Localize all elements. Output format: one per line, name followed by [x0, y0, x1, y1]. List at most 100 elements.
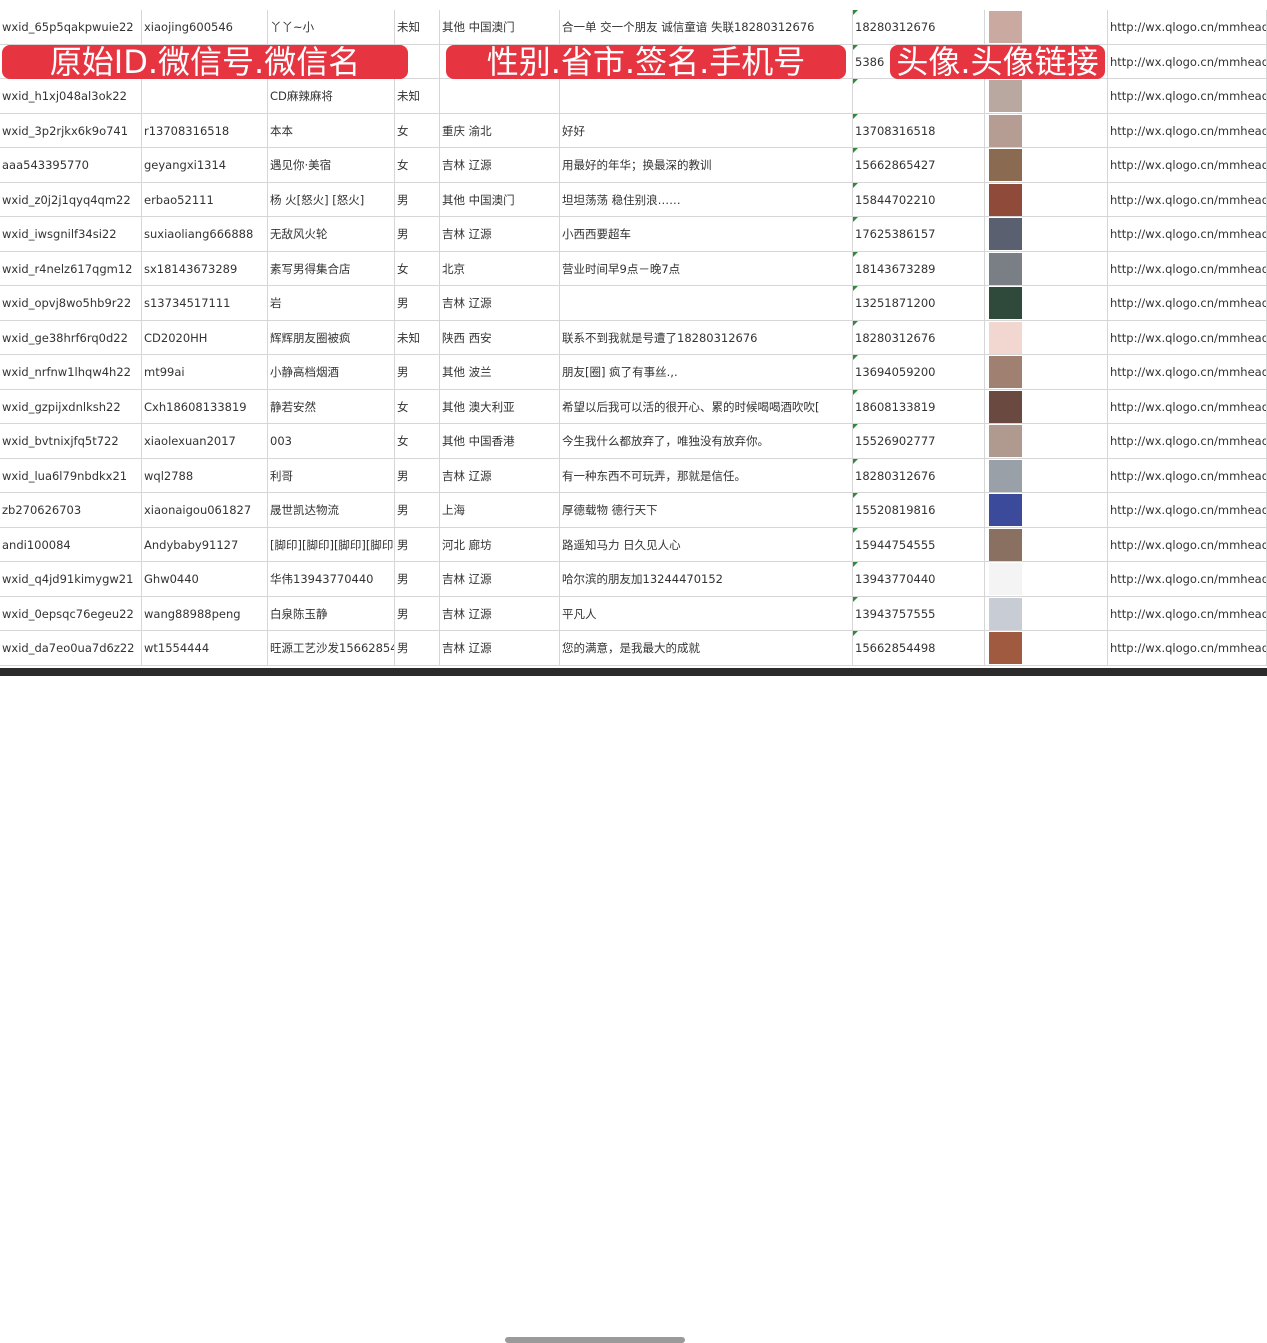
- cell-signature[interactable]: 用最好的年华；换最深的教训: [560, 148, 853, 182]
- cell-region[interactable]: 陕西 西安: [440, 320, 560, 354]
- cell-wechat-id[interactable]: wt1554444: [142, 631, 268, 665]
- cell-phone[interactable]: 18280312676: [853, 458, 985, 492]
- cell-avatar-link[interactable]: http://wx.qlogo.cn/mmhead: [1108, 217, 1267, 251]
- cell-original-id[interactable]: wxid_z0j2j1qyq4qm22: [0, 182, 142, 216]
- cell-avatar-link[interactable]: http://wx.qlogo.cn/mmhead: [1108, 596, 1267, 630]
- cell-wechat-name[interactable]: 岩: [268, 286, 395, 320]
- cell-signature[interactable]: 营业时间早9点－晚7点: [560, 251, 853, 285]
- cell-gender[interactable]: [395, 44, 440, 78]
- cell-original-id[interactable]: wxid_gzpijxdnlksh22: [0, 389, 142, 423]
- cell-avatar-link[interactable]: http://wx.qlogo.cn/mmhead: [1108, 320, 1267, 354]
- cell-wechat-name[interactable]: 晟世凯达物流: [268, 493, 395, 527]
- cell-signature[interactable]: 哈尔滨的朋友加13244470152: [560, 562, 853, 596]
- cell-avatar[interactable]: [985, 458, 1108, 492]
- cell-phone[interactable]: 13694059200: [853, 355, 985, 389]
- cell-avatar-link[interactable]: http://wx.qlogo.cn/mmhead: [1108, 631, 1267, 665]
- cell-signature[interactable]: 您的满意，是我最大的成就: [560, 631, 853, 665]
- cell-wechat-id[interactable]: s13734517111: [142, 286, 268, 320]
- cell-wechat-id[interactable]: mt99ai: [142, 355, 268, 389]
- cell-wechat-id[interactable]: Ghw0440: [142, 562, 268, 596]
- cell-region[interactable]: 其他 中国澳门: [440, 10, 560, 44]
- cell-wechat-name[interactable]: 华伟13943770440: [268, 562, 395, 596]
- cell-wechat-id[interactable]: sx18143673289: [142, 251, 268, 285]
- cell-avatar[interactable]: [985, 596, 1108, 630]
- cell-wechat-id[interactable]: CD2020HH: [142, 320, 268, 354]
- cell-gender[interactable]: 男: [395, 562, 440, 596]
- cell-gender[interactable]: 女: [395, 389, 440, 423]
- cell-wechat-id[interactable]: xiaojing600546: [142, 10, 268, 44]
- cell-original-id[interactable]: wxid_q4jd91kimygw21: [0, 562, 142, 596]
- cell-region[interactable]: 重庆 渝北: [440, 113, 560, 147]
- cell-avatar[interactable]: [985, 10, 1108, 44]
- cell-original-id[interactable]: wxid_bvtnixjfq5t722: [0, 424, 142, 458]
- cell-signature[interactable]: 坦坦荡荡 稳住别浪……: [560, 182, 853, 216]
- cell-avatar[interactable]: [985, 286, 1108, 320]
- cell-signature[interactable]: 联系不到我就是号遭了18280312676: [560, 320, 853, 354]
- cell-wechat-name[interactable]: CD麻辣麻将: [268, 79, 395, 113]
- cell-phone[interactable]: 13708316518: [853, 113, 985, 147]
- scrollbar-thumb[interactable]: [505, 1337, 685, 1343]
- cell-region[interactable]: 上海: [440, 493, 560, 527]
- cell-gender[interactable]: 男: [395, 596, 440, 630]
- cell-wechat-id[interactable]: r13708316518: [142, 113, 268, 147]
- cell-original-id[interactable]: wxid_h1xj048al3ok22: [0, 79, 142, 113]
- cell-signature[interactable]: 小西西要超车: [560, 217, 853, 251]
- cell-original-id[interactable]: wxid_nrfnw1lhqw4h22: [0, 355, 142, 389]
- cell-avatar-link[interactable]: http://wx.qlogo.cn/mmhead: [1108, 458, 1267, 492]
- cell-region[interactable]: 其他 中国澳门: [440, 182, 560, 216]
- cell-gender[interactable]: 男: [395, 458, 440, 492]
- cell-gender[interactable]: 未知: [395, 320, 440, 354]
- cell-signature[interactable]: 合一单 交一个朋友 诚信童谙 失联18280312676: [560, 10, 853, 44]
- cell-wechat-id[interactable]: geyangxi1314: [142, 148, 268, 182]
- cell-phone[interactable]: 18608133819: [853, 389, 985, 423]
- cell-region[interactable]: 其他 中国香港: [440, 424, 560, 458]
- cell-avatar[interactable]: [985, 493, 1108, 527]
- cell-wechat-id[interactable]: erbao52111: [142, 182, 268, 216]
- cell-region[interactable]: 吉林 辽源: [440, 286, 560, 320]
- cell-wechat-name[interactable]: 旺源工艺沙发15662854: [268, 631, 395, 665]
- cell-gender[interactable]: 男: [395, 286, 440, 320]
- cell-avatar-link[interactable]: http://wx.qlogo.cn/mmhead: [1108, 148, 1267, 182]
- cell-signature[interactable]: 路遥知马力 日久见人心: [560, 527, 853, 561]
- cell-wechat-name[interactable]: 辉辉朋友圈被疯: [268, 320, 395, 354]
- cell-avatar-link[interactable]: http://wx.qlogo.cn/mmhead: [1108, 79, 1267, 113]
- cell-wechat-name[interactable]: 本本: [268, 113, 395, 147]
- cell-avatar-link[interactable]: http://wx.qlogo.cn/mmhead: [1108, 44, 1267, 78]
- cell-wechat-id[interactable]: Cxh18608133819: [142, 389, 268, 423]
- cell-avatar-link[interactable]: http://wx.qlogo.cn/mmhead: [1108, 493, 1267, 527]
- cell-wechat-name[interactable]: 无敌风火轮: [268, 217, 395, 251]
- cell-avatar-link[interactable]: http://wx.qlogo.cn/mmhead: [1108, 355, 1267, 389]
- cell-original-id[interactable]: andi100084: [0, 527, 142, 561]
- cell-signature[interactable]: 希望以后我可以活的很开心、累的时候喝喝酒吹吹[: [560, 389, 853, 423]
- cell-gender[interactable]: 男: [395, 217, 440, 251]
- cell-gender[interactable]: 女: [395, 251, 440, 285]
- cell-wechat-name[interactable]: 003: [268, 424, 395, 458]
- cell-phone[interactable]: 15526902777: [853, 424, 985, 458]
- cell-avatar[interactable]: [985, 631, 1108, 665]
- cell-phone[interactable]: 15944754555: [853, 527, 985, 561]
- cell-gender[interactable]: 男: [395, 182, 440, 216]
- cell-phone[interactable]: 15520819816: [853, 493, 985, 527]
- cell-signature[interactable]: [560, 44, 853, 78]
- horizontal-scrollbar[interactable]: [0, 668, 1267, 1343]
- cell-region[interactable]: [440, 79, 560, 113]
- cell-wechat-name[interactable]: 杨 火[怒火] [怒火]: [268, 182, 395, 216]
- cell-avatar[interactable]: [985, 389, 1108, 423]
- cell-wechat-name[interactable]: 小静高档烟酒: [268, 355, 395, 389]
- cell-phone[interactable]: 18280312676: [853, 320, 985, 354]
- cell-gender[interactable]: 男: [395, 527, 440, 561]
- cell-gender[interactable]: 男: [395, 493, 440, 527]
- cell-wechat-id[interactable]: wql2788: [142, 458, 268, 492]
- cell-phone[interactable]: 13943757555: [853, 596, 985, 630]
- cell-wechat-name[interactable]: 白泉陈玉静: [268, 596, 395, 630]
- cell-avatar-link[interactable]: http://wx.qlogo.cn/mmhead: [1108, 389, 1267, 423]
- cell-original-id[interactable]: wxid_0epsqc76egeu22: [0, 596, 142, 630]
- cell-avatar-link[interactable]: http://wx.qlogo.cn/mmhead: [1108, 251, 1267, 285]
- cell-original-id[interactable]: wxid_opvj8wo5hb9r22: [0, 286, 142, 320]
- cell-gender[interactable]: 女: [395, 148, 440, 182]
- cell-avatar-link[interactable]: http://wx.qlogo.cn/mmhead: [1108, 562, 1267, 596]
- cell-avatar-link[interactable]: http://wx.qlogo.cn/mmhead: [1108, 286, 1267, 320]
- cell-wechat-name[interactable]: 丫丫~小: [268, 10, 395, 44]
- cell-signature[interactable]: 朋友[圈] 疯了有事丝.,.: [560, 355, 853, 389]
- cell-original-id[interactable]: zb270626703: [0, 493, 142, 527]
